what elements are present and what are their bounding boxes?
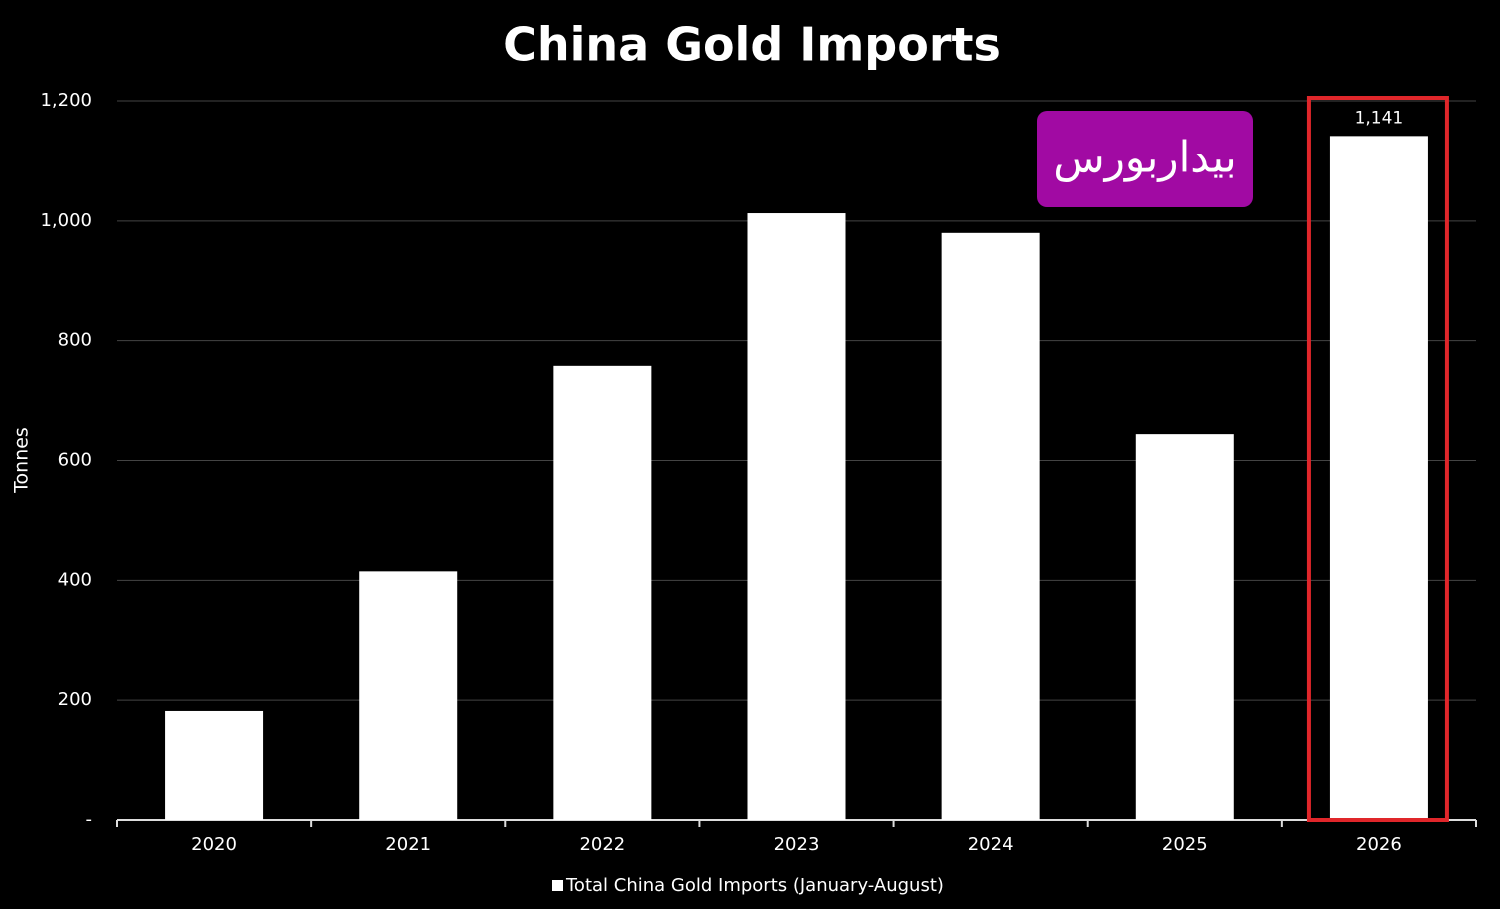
bar [553, 365, 652, 820]
bar [1329, 136, 1428, 820]
y-tick-label: 1,200 [40, 90, 92, 111]
y-tick-label: 600 [58, 450, 92, 471]
bar [359, 571, 458, 820]
x-tick-label: 2025 [1162, 834, 1208, 855]
highlight-box [1306, 96, 1449, 822]
data-label: 1,141 [1355, 108, 1404, 128]
bar [165, 710, 264, 820]
x-tick-label: 2022 [579, 834, 625, 855]
x-tick-label: 2021 [385, 834, 431, 855]
x-tick-label: 2020 [191, 834, 237, 855]
y-tick-label: - [86, 809, 93, 830]
y-tick-label: 400 [58, 569, 92, 590]
y-tick-label: 1,000 [40, 210, 92, 231]
chart-title: China Gold Imports [503, 18, 1001, 72]
watermark-box [1037, 111, 1253, 207]
y-tick-label: 800 [58, 330, 92, 351]
legend-swatch [552, 880, 563, 891]
x-tick-label: 2024 [968, 834, 1014, 855]
bar [747, 213, 846, 820]
bar [1135, 434, 1234, 820]
y-tick-label: 200 [58, 689, 92, 710]
x-tick-label: 2026 [1356, 834, 1402, 855]
legend-label: Total China Gold Imports (January-August… [565, 875, 944, 896]
y-axis-label: Tonnes [11, 427, 33, 494]
bar [941, 232, 1040, 821]
x-tick-label: 2023 [774, 834, 820, 855]
watermark: بیداربورس [1053, 133, 1236, 182]
